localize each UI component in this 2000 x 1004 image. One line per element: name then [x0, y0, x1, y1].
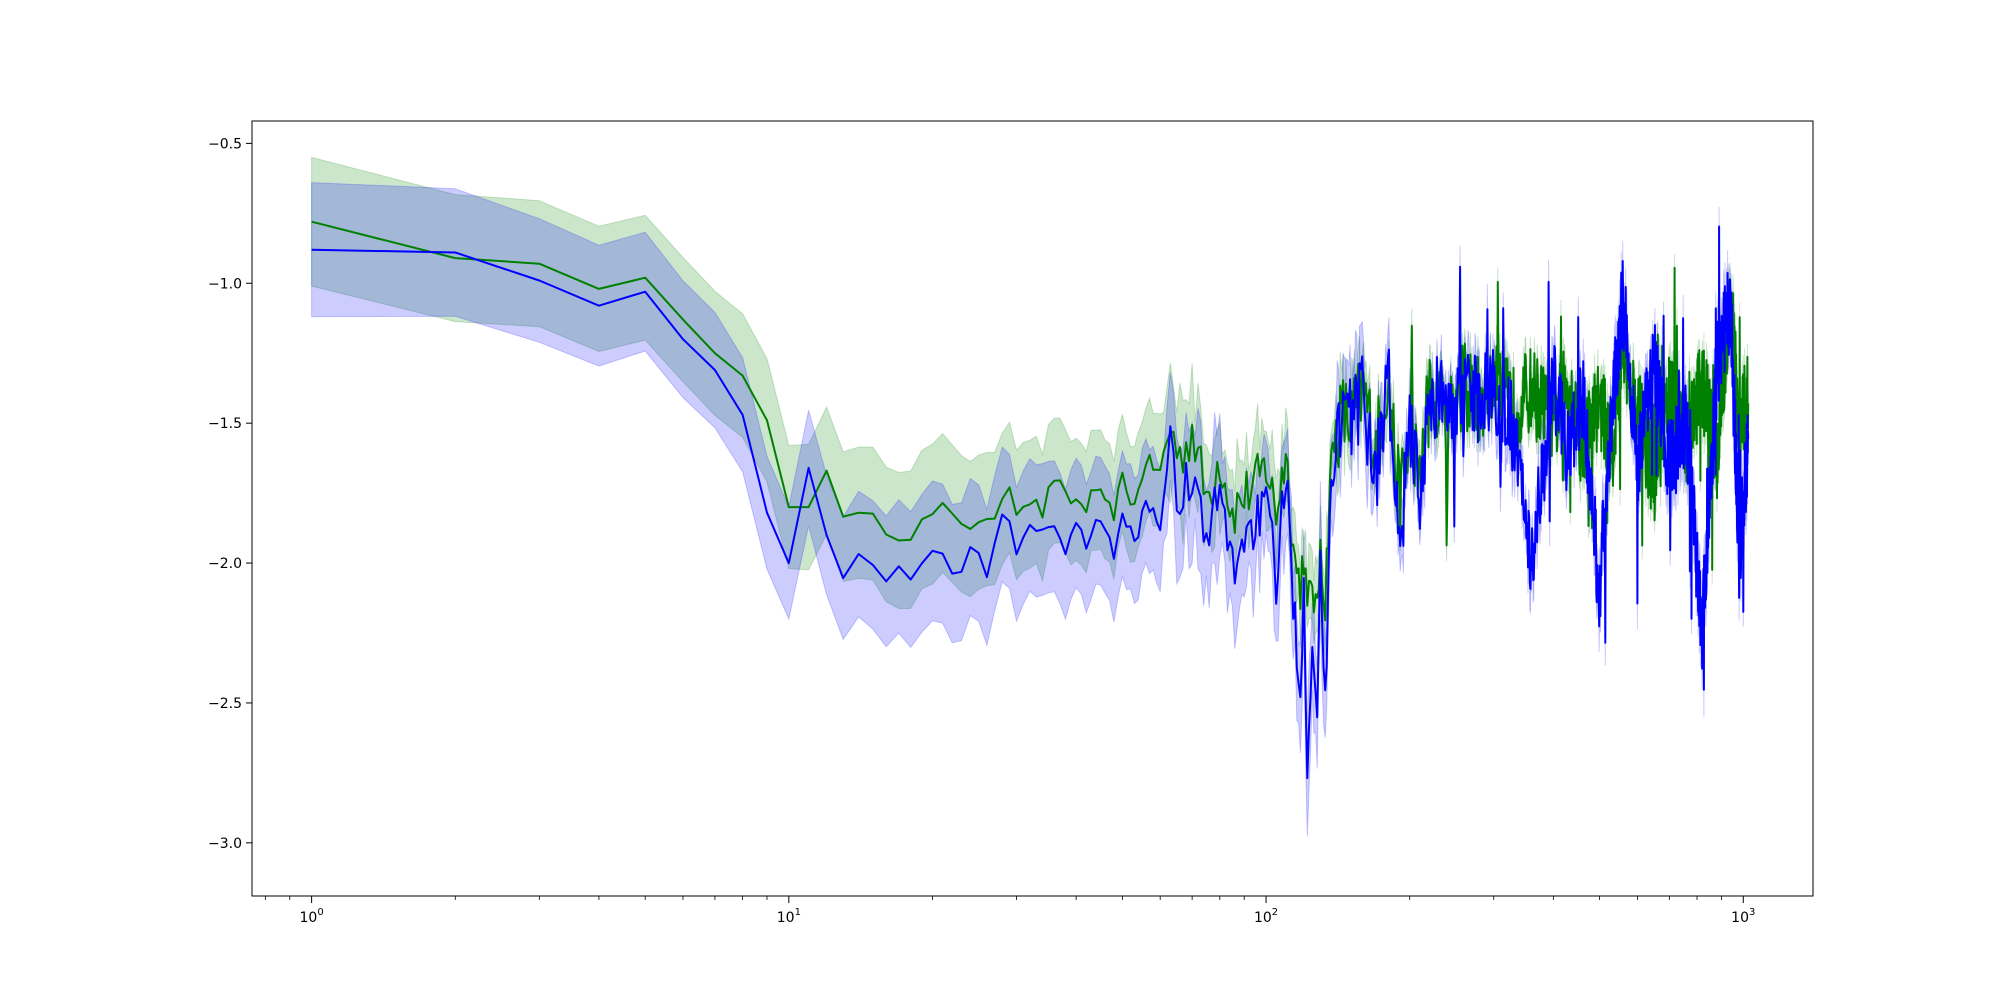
y-tick-label-3: −2.0 — [208, 556, 242, 572]
plot-frame — [251, 120, 1814, 897]
x-tick-label-2: 102 — [1254, 907, 1278, 926]
x-tick-label-3: 103 — [1731, 907, 1755, 926]
axes: −0.5 −1.0 −1.5 −2.0 −2.5 −3.0 100 101 102 103 — [208, 120, 1814, 926]
y-tick-label-2: −1.5 — [208, 416, 242, 432]
series-2-band — [311, 182, 1749, 837]
confidence-bands — [311, 156, 1749, 837]
x-tick-label-1: 101 — [777, 907, 801, 926]
y-tick-label-5: −3.0 — [208, 836, 242, 852]
y-tick-label-1: −1.0 — [208, 276, 242, 292]
series-2-line — [311, 225, 1750, 780]
y-tick-label-4: −2.5 — [208, 696, 242, 712]
y-tick-label-0: −0.5 — [208, 136, 242, 152]
x-tick-label-0: 100 — [300, 907, 324, 926]
series-lines — [311, 220, 1750, 780]
